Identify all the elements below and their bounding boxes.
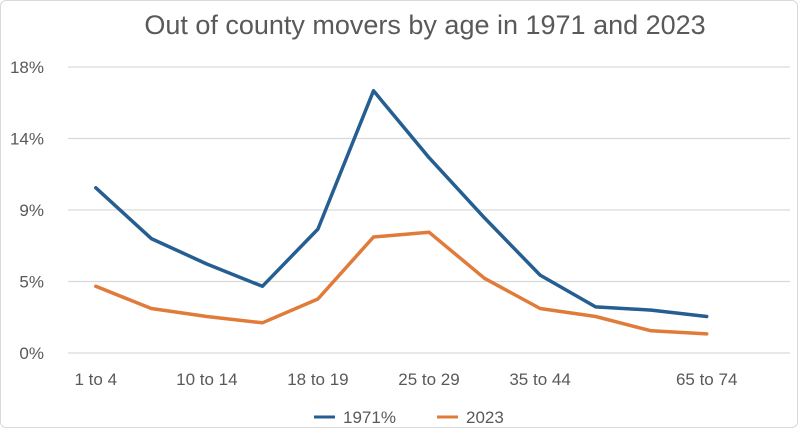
legend-label-2023: 2023 xyxy=(466,408,504,427)
y-tick-label: 0% xyxy=(19,344,44,363)
x-tick-label: 35 to 44 xyxy=(509,370,570,389)
y-tick-label: 9% xyxy=(19,201,44,220)
gridlines xyxy=(68,66,790,354)
x-axis-ticks: 1 to 4 10 to 14 18 to 19 25 to 29 35 to 44 65… xyxy=(74,370,737,389)
x-tick-label: 25 to 29 xyxy=(398,370,459,389)
y-tick-label: 18% xyxy=(10,58,44,77)
x-tick-label: 18 to 19 xyxy=(287,370,348,389)
y-axis-ticks: 18% 14% 9% 5% 0% xyxy=(10,58,44,363)
legend: 1971% 2023 xyxy=(314,408,504,427)
y-tick-label: 5% xyxy=(19,273,44,292)
legend-label-1971: 1971% xyxy=(343,408,396,427)
x-tick-label: 1 to 4 xyxy=(74,370,117,389)
x-tick-label: 65 to 74 xyxy=(676,370,737,389)
series-lines xyxy=(94,89,709,336)
series-line-1 xyxy=(94,230,709,336)
y-tick-label: 14% xyxy=(10,130,44,149)
chart-title: Out of county movers by age in 1971 and … xyxy=(144,10,705,40)
series-line-0 xyxy=(94,89,709,319)
x-tick-label: 10 to 14 xyxy=(176,370,237,389)
